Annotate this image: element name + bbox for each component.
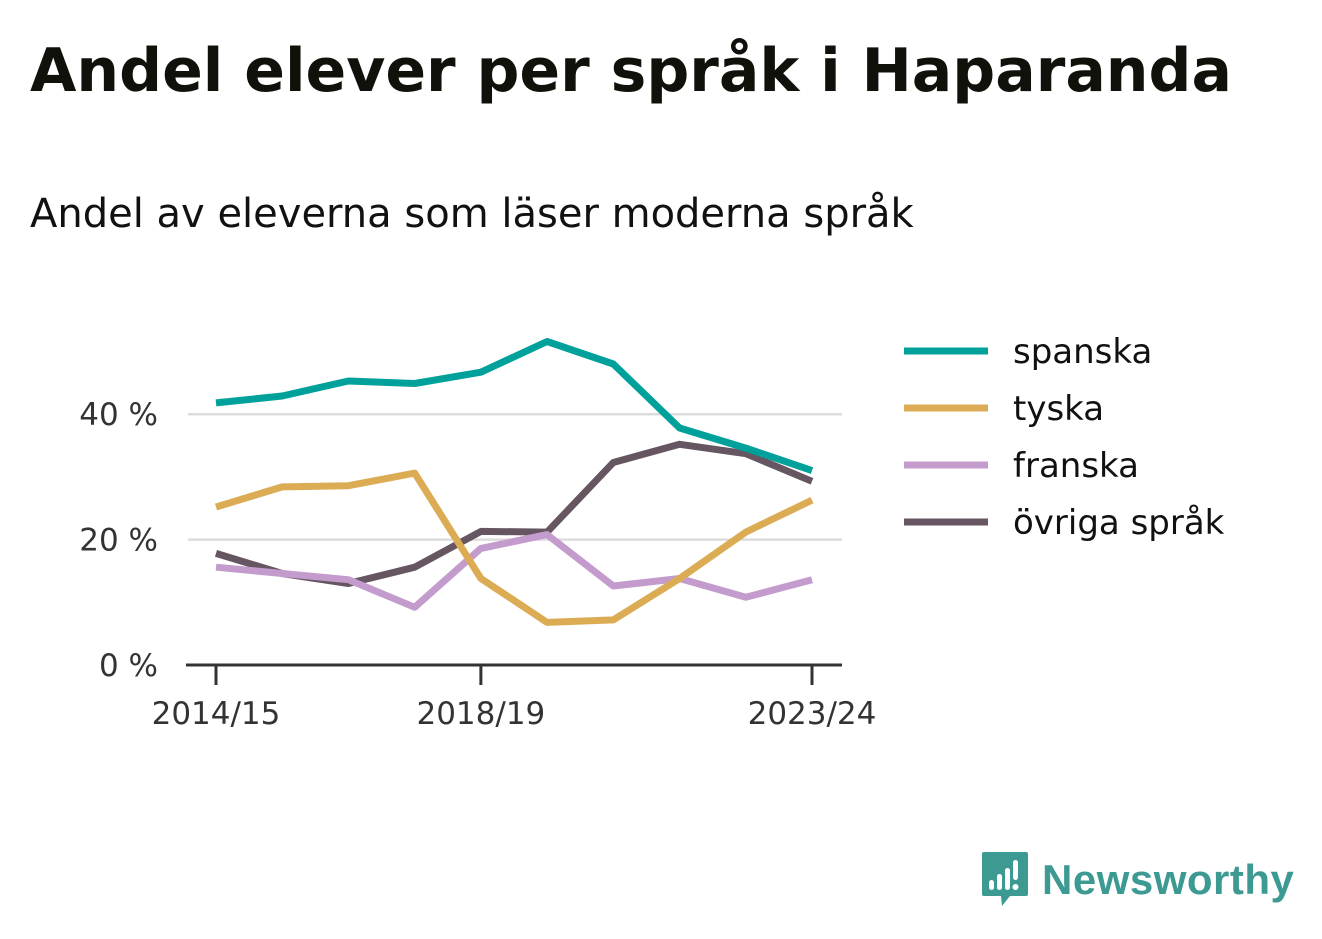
series-line-spanska — [215, 338, 814, 474]
legend-label: tyska — [1013, 389, 1104, 429]
series-line-övriga-språk — [214, 440, 814, 587]
brand-logo: Newsworthy — [980, 850, 1294, 910]
x-tick-label: 2023/24 — [748, 696, 877, 732]
x-tick-label: 2014/15 — [152, 696, 281, 732]
series-line-tyska — [214, 469, 814, 626]
brand-name: Newsworthy — [1042, 856, 1295, 903]
axes: 0 % 20 % 40 % 2014/15 2018/19 2023/24 — [79, 397, 876, 732]
legend-label: spanska — [1013, 332, 1152, 372]
y-tick-label: 20 % — [79, 523, 158, 559]
legend: spanska tyska franska övriga språk — [904, 332, 1225, 543]
newsworthy-logo-icon — [982, 852, 1028, 906]
y-tick-label: 40 % — [79, 397, 158, 433]
chart-subtitle: Andel av eleverna som läser moderna språ… — [30, 191, 914, 237]
legend-label: övriga språk — [1013, 503, 1225, 543]
y-tick-label: 0 % — [99, 648, 158, 684]
grid-lines — [188, 412, 842, 541]
chart-title: Andel elever per språk i Haparanda — [30, 36, 1232, 106]
x-tick-label: 2018/19 — [416, 696, 545, 732]
series-lines — [214, 338, 814, 626]
legend-label: franska — [1013, 446, 1139, 486]
series-line-franska — [215, 531, 813, 611]
